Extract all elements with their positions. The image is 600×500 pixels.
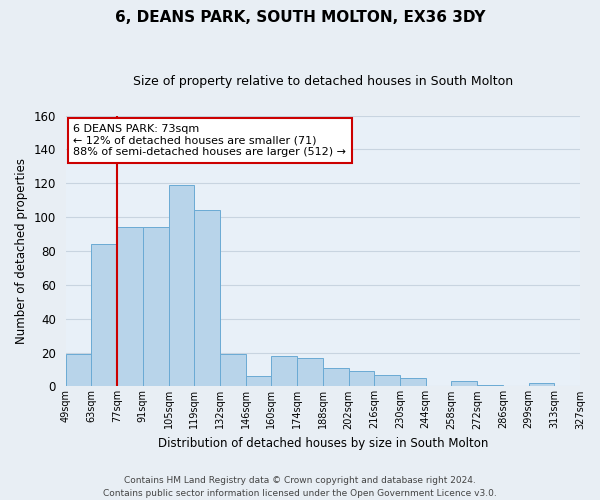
Bar (297, 358, 323, 386)
Bar (65, 354, 91, 386)
Bar (143, 228, 169, 386)
Bar (194, 210, 220, 386)
Bar (477, 384, 503, 386)
Bar (117, 228, 143, 386)
Bar (529, 383, 554, 386)
Y-axis label: Number of detached properties: Number of detached properties (15, 158, 28, 344)
Text: Contains HM Land Registry data © Crown copyright and database right 2024.
Contai: Contains HM Land Registry data © Crown c… (103, 476, 497, 498)
Bar (400, 378, 425, 386)
Bar (169, 185, 194, 386)
X-axis label: Distribution of detached houses by size in South Molton: Distribution of detached houses by size … (158, 437, 488, 450)
Bar (271, 356, 297, 386)
Bar (451, 382, 477, 386)
Bar (349, 371, 374, 386)
Title: Size of property relative to detached houses in South Molton: Size of property relative to detached ho… (133, 75, 513, 88)
Text: 6, DEANS PARK, SOUTH MOLTON, EX36 3DY: 6, DEANS PARK, SOUTH MOLTON, EX36 3DY (115, 10, 485, 25)
Bar (91, 244, 117, 386)
Bar (374, 374, 400, 386)
Bar (220, 354, 245, 386)
Text: 6 DEANS PARK: 73sqm
← 12% of detached houses are smaller (71)
88% of semi-detach: 6 DEANS PARK: 73sqm ← 12% of detached ho… (73, 124, 346, 157)
Bar (245, 376, 271, 386)
Bar (323, 368, 349, 386)
